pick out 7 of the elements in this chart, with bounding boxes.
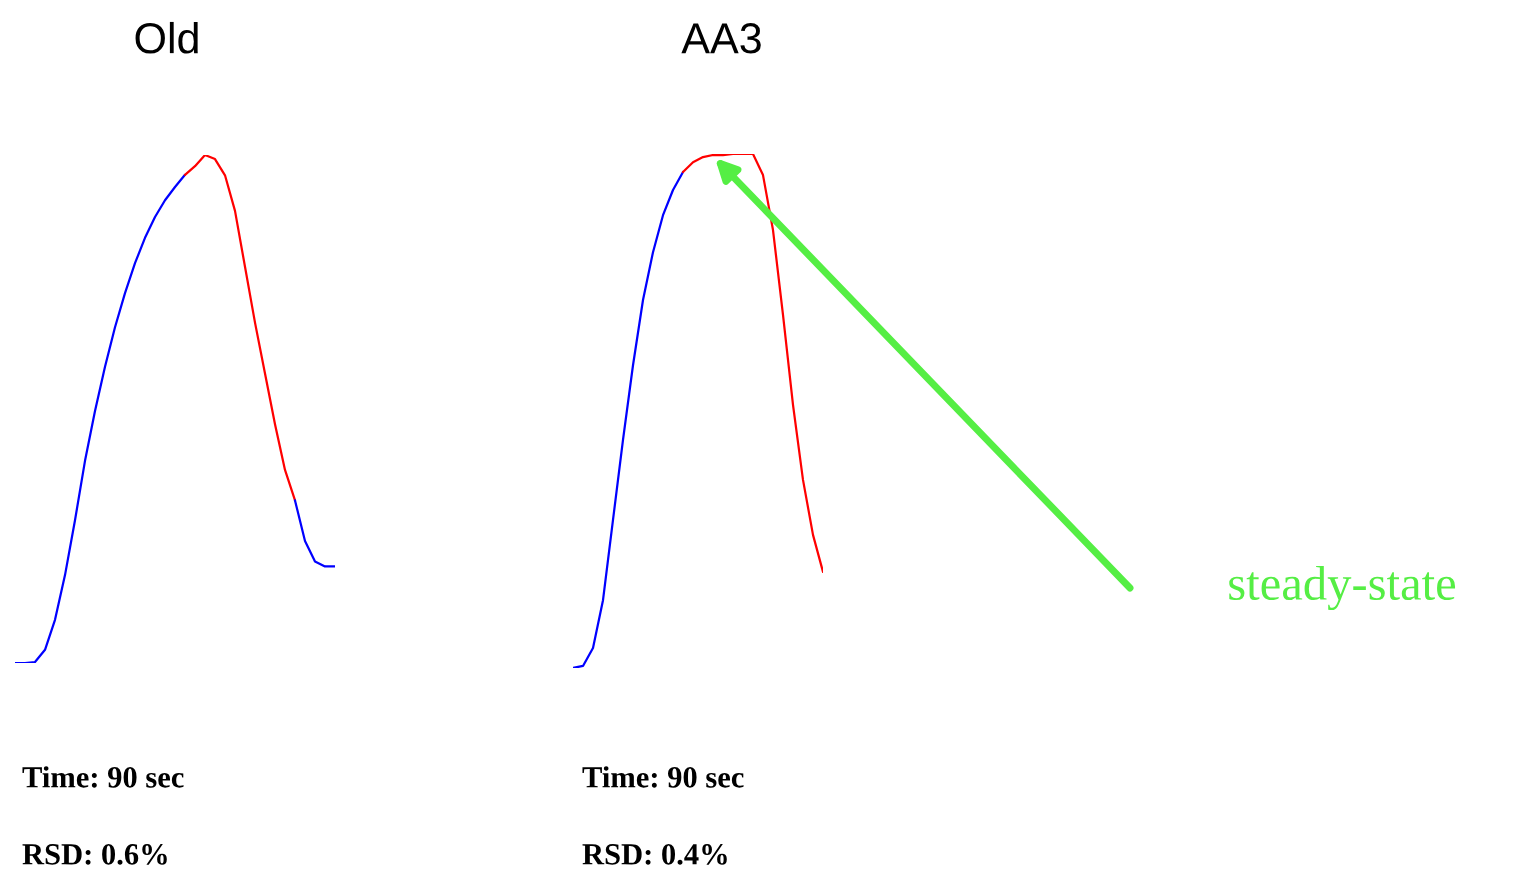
text: Time: 90 sec [22,766,184,788]
text: RSD: 0.4% [582,844,727,865]
text: Time: 90 sec [582,766,744,788]
chart-title: AA3 [681,23,761,54]
text: steady-state [1229,565,1456,611]
chart-title: Old [135,21,198,54]
text: RSD: 0.6% [22,844,167,865]
